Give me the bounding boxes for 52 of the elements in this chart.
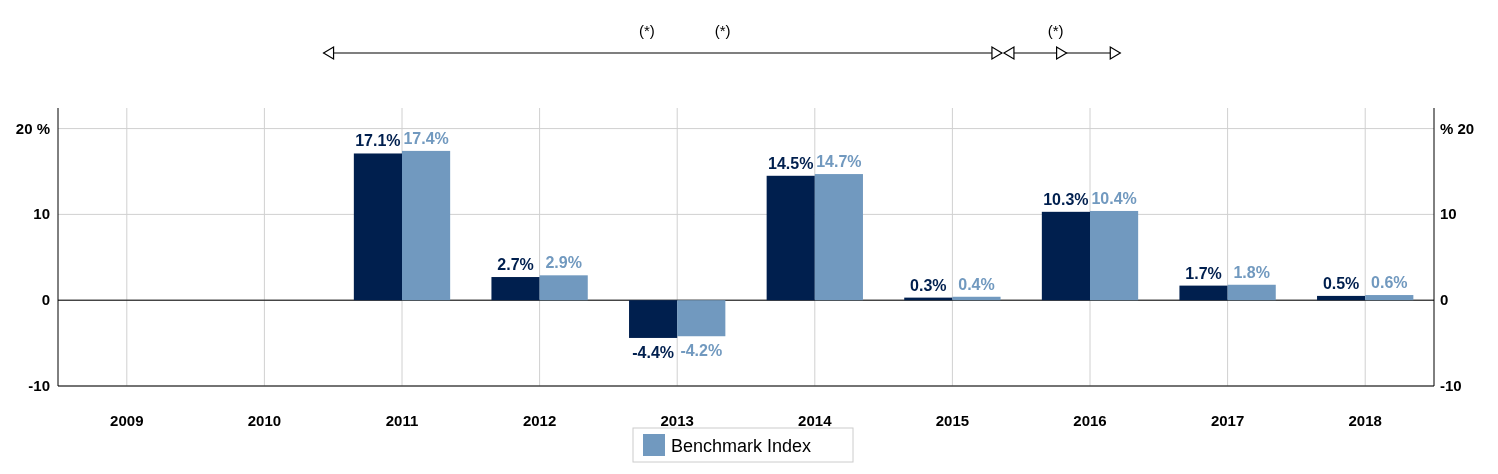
- bar: [491, 277, 540, 301]
- data-label: 17.1%: [355, 132, 401, 150]
- bar: [677, 300, 726, 337]
- bar: [814, 174, 863, 301]
- data-label: 14.5%: [768, 154, 814, 172]
- x-tick-label: 2009: [110, 412, 144, 429]
- data-label: 1.7%: [1185, 264, 1222, 282]
- data-label: 17.4%: [403, 129, 449, 147]
- x-tick-label: 2013: [660, 412, 694, 429]
- y2-tick-label: -10: [1440, 377, 1462, 394]
- y2-tick-label: 10: [1440, 205, 1457, 223]
- bar: [629, 300, 678, 338]
- y2-tick-label: % 20: [1440, 119, 1475, 137]
- data-label: 10.3%: [1043, 190, 1089, 208]
- x-tick-label: 2018: [1348, 412, 1382, 429]
- data-label: -4.4%: [632, 343, 675, 361]
- x-tick-label: 2015: [935, 412, 970, 429]
- bar: [1227, 284, 1276, 301]
- text: (*): [714, 22, 731, 39]
- x-tick-label: 2011: [385, 412, 419, 429]
- bar: [1090, 210, 1139, 301]
- legend-label: Benchmark Index: [671, 436, 812, 456]
- bar: [1317, 295, 1366, 301]
- y-tick-label: 10: [33, 205, 50, 223]
- x-tick-label: 2010: [247, 412, 282, 429]
- x-tick-label: 2016: [1073, 412, 1107, 429]
- y-tick-label: -10: [28, 377, 50, 394]
- x-tick-label: 2012: [522, 412, 557, 429]
- data-label: -4.2%: [680, 342, 723, 360]
- bar: [353, 153, 402, 301]
- bar: [766, 175, 815, 301]
- text: (*): [1047, 22, 1064, 39]
- y2-tick-label: 0: [1440, 291, 1449, 309]
- bar: [1041, 211, 1090, 301]
- data-label: 1.8%: [1233, 263, 1270, 281]
- text: (*): [639, 22, 655, 39]
- data-label: 0.6%: [1371, 274, 1408, 292]
- y-tick-label: 20 %: [15, 119, 50, 137]
- data-label: 2.7%: [497, 256, 534, 274]
- data-label: 0.3%: [910, 276, 947, 294]
- data-label: 10.4%: [1091, 189, 1137, 207]
- x-tick-label: 2014: [798, 412, 833, 429]
- x-tick-label: 2017: [1210, 412, 1245, 429]
- data-label: 0.4%: [958, 275, 995, 293]
- bar: [1365, 295, 1414, 301]
- data-label: 14.7%: [816, 153, 862, 171]
- data-label: 2.9%: [545, 254, 582, 272]
- y-tick-label: 0: [41, 291, 50, 309]
- data-label: 0.5%: [1322, 274, 1360, 292]
- bar: [1179, 285, 1228, 301]
- bar: [402, 150, 451, 301]
- bar: [539, 275, 588, 301]
